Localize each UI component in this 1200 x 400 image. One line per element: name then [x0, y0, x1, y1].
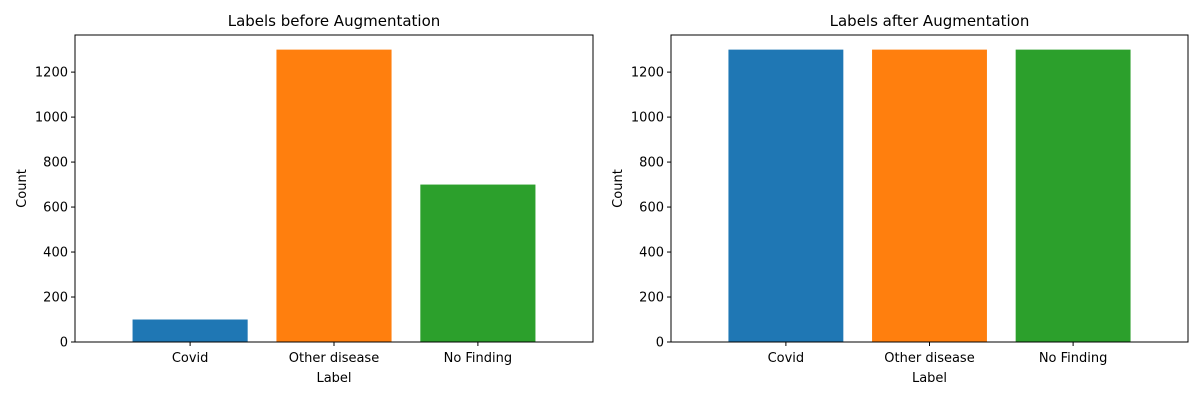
y-tick-label: 800 — [43, 156, 68, 171]
y-axis-label: Count — [15, 169, 30, 208]
y-tick-label: 200 — [43, 291, 68, 306]
bar-covid — [132, 319, 248, 342]
y-tick-label: 1200 — [35, 66, 68, 81]
y-tick-label: 600 — [639, 201, 664, 216]
x-tick-label: Covid — [768, 351, 805, 366]
bar-covid — [728, 49, 844, 342]
bar-other-disease — [872, 49, 987, 342]
y-tick-label: 0 — [60, 336, 68, 351]
x-tick-label: No Finding — [1039, 351, 1108, 366]
y-tick-label: 400 — [639, 246, 664, 261]
y-tick-label: 1200 — [631, 66, 664, 81]
y-tick-label: 800 — [639, 156, 664, 171]
chart-panel-1: 0 200 400 600 800 1000 1200 Covid Other disease N… — [15, 12, 594, 386]
chart-title: Labels after Augmentation — [830, 12, 1030, 30]
chart-panel-2: 0 200 400 600 800 1000 1200 Covid Other disease N… — [611, 12, 1189, 386]
bar-other-disease — [276, 49, 392, 342]
x-tick-label: Other disease — [289, 351, 379, 366]
bar-no-finding — [420, 184, 536, 342]
y-tick-label: 0 — [656, 336, 664, 351]
bar-no-finding — [1015, 49, 1131, 342]
y-tick-label: 200 — [639, 291, 664, 306]
chart-title: Labels before Augmentation — [228, 12, 441, 30]
y-tick-label: 1000 — [631, 111, 664, 126]
x-tick-label: Covid — [172, 351, 209, 366]
y-tick-label: 1000 — [35, 111, 68, 126]
y-axis-label: Count — [611, 169, 626, 208]
x-tick-label: Other disease — [884, 351, 974, 366]
y-tick-label: 400 — [43, 246, 68, 261]
x-axis-label: Label — [316, 371, 351, 386]
x-tick-label: No Finding — [444, 351, 513, 366]
y-tick-label: 600 — [43, 201, 68, 216]
x-axis-label: Label — [912, 371, 947, 386]
